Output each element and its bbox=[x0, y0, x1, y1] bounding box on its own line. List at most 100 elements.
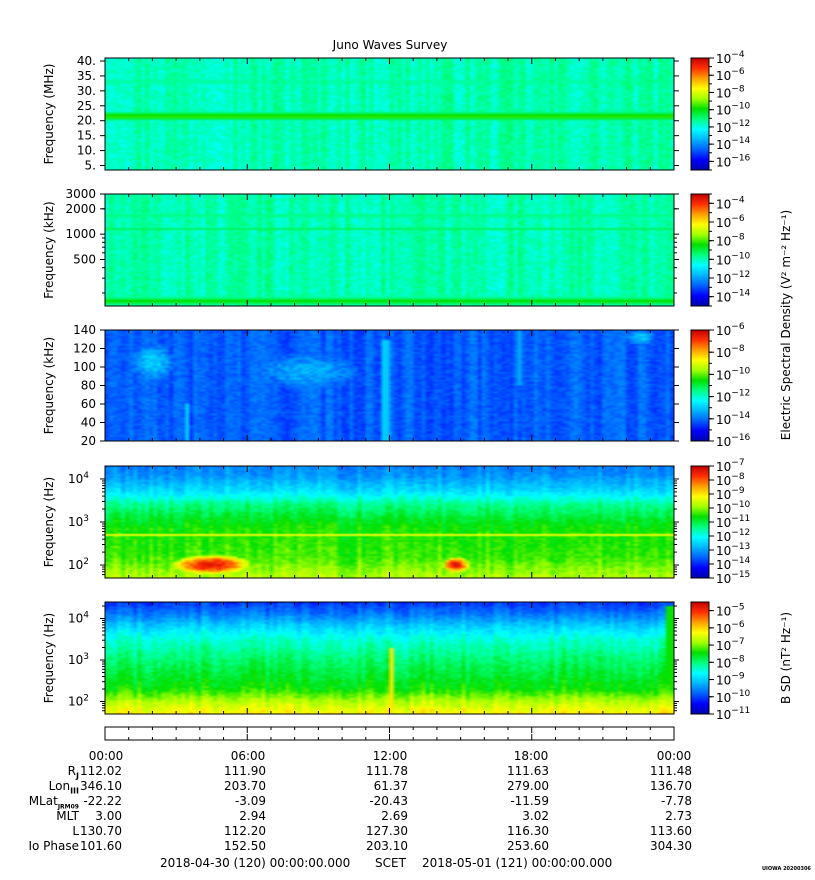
ephemeris-value: 111.48 bbox=[650, 764, 692, 778]
colorbar-tick-label: 10−6 bbox=[716, 67, 745, 83]
y-tick-label: 25. bbox=[77, 99, 96, 113]
spectrogram-image bbox=[105, 194, 674, 306]
y-tick-label: 80 bbox=[81, 379, 96, 393]
y-tick-label: 40. bbox=[77, 54, 96, 68]
colorbar: 10−710−810−910−1010−1110−1210−1310−1410−… bbox=[690, 458, 751, 586]
ephemeris-value: 279.00 bbox=[507, 779, 549, 793]
y-tick-label: 30. bbox=[77, 84, 96, 98]
colorbar-tick-label: 10−6 bbox=[716, 214, 745, 230]
colorbar-tick-label: 10−8 bbox=[716, 654, 745, 670]
ephemeris-value: 3.02 bbox=[522, 809, 549, 823]
colorbar-scale bbox=[690, 329, 710, 442]
ephemeris-value: 2.94 bbox=[239, 809, 266, 823]
time-label: 06:00 bbox=[230, 749, 266, 763]
colorbar-tick-label: 10−12 bbox=[716, 389, 750, 405]
y-tick-label: 500 bbox=[73, 252, 96, 266]
colorbar-tick-label: 10−15 bbox=[716, 570, 750, 586]
y-tick-label: 104 bbox=[68, 611, 89, 626]
ephemeris-value: 203.10 bbox=[366, 839, 408, 853]
ephemeris-value: 127.30 bbox=[366, 824, 408, 838]
colorbar-tick-label: 10−10 bbox=[716, 251, 751, 267]
colorbar-label-electric: Electric Spectral Density (V² m⁻² Hz⁻¹) bbox=[779, 210, 793, 440]
colorbar-tick-label: 10−12 bbox=[716, 119, 750, 135]
y-tick-label: 10. bbox=[77, 144, 96, 158]
ephemeris-value: 203.70 bbox=[224, 779, 266, 793]
colorbar-scale bbox=[690, 601, 710, 715]
colorbar-tick-label: 10−7 bbox=[716, 637, 745, 653]
y-tick-label: 100 bbox=[73, 360, 96, 374]
colorbar-tick-label: 10−14 bbox=[716, 136, 751, 152]
colorbar-tick-label: 10−10 bbox=[716, 366, 751, 382]
colorbar: 10−6 10−8 10−10 10−12 10−14 10−16 bbox=[690, 322, 751, 449]
ephemeris-value: -20.43 bbox=[369, 794, 408, 808]
colorbar-tick-label: 10−14 bbox=[716, 289, 751, 305]
ephemeris-row-label: LonIII bbox=[48, 779, 79, 796]
y-tick-label: 103 bbox=[68, 514, 89, 529]
colorbar: 10−4 10−6 10−8 10−10 10−12 10−14 bbox=[690, 193, 751, 307]
ephemeris-value: 101.60 bbox=[80, 839, 122, 853]
y-tick-label: 20. bbox=[77, 114, 96, 128]
y-tick-label: 1000 bbox=[65, 227, 96, 241]
ephemeris-value: -3.09 bbox=[234, 794, 266, 808]
y-tick-label: 120 bbox=[73, 342, 96, 356]
ephemeris-value: -11.59 bbox=[510, 794, 549, 808]
ephemeris-value: 152.50 bbox=[224, 839, 266, 853]
colorbar-tick-label: 10−10 bbox=[716, 102, 751, 118]
y-tick-label: 60 bbox=[81, 397, 96, 411]
ephemeris-value: 130.70 bbox=[80, 824, 122, 838]
ephemeris-value: 304.30 bbox=[650, 839, 692, 853]
ephemeris-value: 112.20 bbox=[224, 824, 266, 838]
ephemeris-value: 346.10 bbox=[80, 779, 122, 793]
y-tick-label: 104 bbox=[68, 471, 89, 486]
y-tick-label: 140 bbox=[73, 323, 96, 337]
time-axis bbox=[104, 726, 675, 741]
colorbar-scale bbox=[690, 193, 710, 307]
spectrogram-panel-4: 102 103 104 Frequency (Hz) 10−710−810−910−10… bbox=[42, 458, 751, 586]
ephemeris-value: 2.69 bbox=[381, 809, 408, 823]
y-axis-label: Frequency (Hz) bbox=[42, 477, 56, 568]
y-tick-label: 2000 bbox=[65, 202, 96, 216]
ephemeris-value: -7.78 bbox=[660, 794, 692, 808]
colorbar-tick-label: 10−12 bbox=[716, 270, 750, 286]
colorbar-tick-label: 10−5 bbox=[716, 603, 745, 619]
colorbar-label-magnetic: B SD (nT² Hz⁻¹) bbox=[779, 612, 793, 704]
ephemeris-value: 112.02 bbox=[80, 764, 122, 778]
ephemeris-value: 111.90 bbox=[224, 764, 266, 778]
processing-stamp: UIOWA 20200306 bbox=[762, 866, 811, 872]
y-tick-label: 20 bbox=[81, 434, 96, 448]
y-axis-label: Frequency (kHz) bbox=[42, 337, 56, 434]
ephemeris-row-label: MLT bbox=[56, 809, 79, 823]
y-axis-label: Frequency (Hz) bbox=[42, 613, 56, 704]
ephemeris-value: 111.78 bbox=[366, 764, 408, 778]
ephemeris-value: 253.60 bbox=[507, 839, 549, 853]
y-tick-label: 35. bbox=[77, 69, 96, 83]
colorbar-tick-label: 10−9 bbox=[716, 672, 745, 688]
ephemeris-value: 113.60 bbox=[650, 824, 692, 838]
colorbar-tick-label: 10−4 bbox=[716, 195, 745, 211]
y-tick-label: 102 bbox=[68, 694, 89, 709]
spectrogram-image bbox=[105, 330, 674, 441]
ephemeris-row-label: RJ bbox=[67, 764, 79, 781]
ephemeris-row-label: Io Phase bbox=[28, 839, 79, 853]
colorbar-tick-label: 10−11 bbox=[716, 706, 750, 722]
time-label: 18:00 bbox=[513, 749, 549, 763]
spectrogram-image bbox=[105, 58, 674, 170]
spectrogram-image bbox=[105, 466, 674, 578]
spectrogram-panel-5: 102 103 104 Frequency (Hz) 10−510−610−710−8 1… bbox=[42, 601, 751, 722]
ephemeris-value: 61.37 bbox=[373, 779, 408, 793]
ephemeris-value: 116.30 bbox=[507, 824, 549, 838]
ephemeris-value: 3.00 bbox=[95, 809, 122, 823]
colorbar-scale bbox=[690, 465, 710, 579]
footer-end-time: 2018-05-01 (121) 00:00:00.000 bbox=[422, 856, 613, 870]
spectrogram-panel-1: 5.10.15.20.25.30.35.40. Frequency (MHz) 10… bbox=[42, 50, 751, 173]
y-tick-label: 103 bbox=[68, 652, 89, 667]
y-tick-label: 102 bbox=[68, 557, 89, 572]
ephemeris-value: -22.22 bbox=[83, 794, 122, 808]
colorbar-tick-label: 10−8 bbox=[716, 84, 745, 100]
time-label: 12:00 bbox=[372, 749, 408, 763]
colorbar-tick-label: 10−6 bbox=[716, 620, 745, 636]
colorbar-scale bbox=[690, 57, 710, 171]
